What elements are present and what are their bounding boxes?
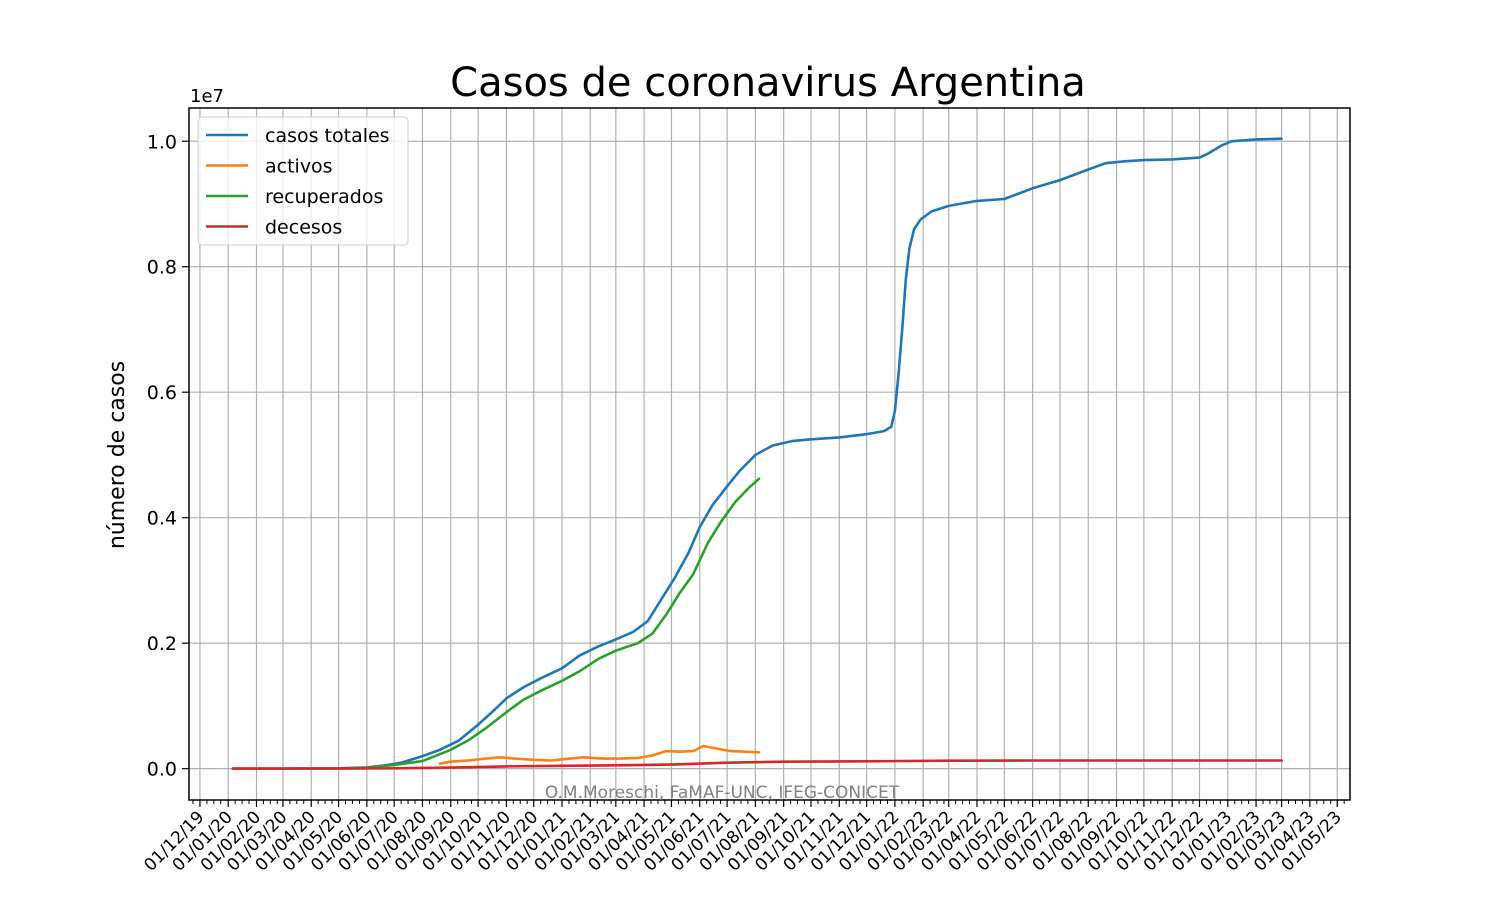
legend-label: activos: [265, 156, 333, 178]
legend-label: recuperados: [265, 186, 383, 208]
series-line-decesos: [231, 759, 1283, 770]
legend-label: casos totales: [265, 125, 390, 147]
chart-title: Casos de coronavirus Argentina: [450, 60, 1086, 106]
y-axis-ticks: 0.0 0.2 0.4 0.6 0.8 1.0: [147, 131, 189, 781]
y-tick-label: 0.2: [147, 633, 177, 655]
y-tick-label: 0.6: [147, 382, 177, 404]
legend: casos totales activos recuperados decesos: [197, 116, 409, 246]
series-line-recuperados: [345, 477, 761, 770]
y-tick-label: 0.0: [147, 759, 177, 781]
x-axis-ticks: 01/12/1901/01/2001/02/2001/03/2001/04/20…: [140, 800, 1346, 876]
series-layer: [231, 137, 1283, 770]
y-tick-label: 0.4: [147, 508, 177, 530]
legend-label: decesos: [265, 217, 342, 239]
y-tick-label: 1.0: [147, 131, 177, 153]
y-axis-label: número de casos: [105, 361, 130, 549]
y-tick-label: 0.8: [147, 257, 177, 279]
series-line-casos-totales: [231, 137, 1283, 770]
watermark-annotation: O.M.Moreschi, FaMAF-UNC, IFEG-CONICET: [545, 783, 900, 803]
series-line-activos: [438, 744, 761, 765]
y-axis-scale-label: 1e7: [190, 86, 224, 107]
legend-box: [197, 116, 409, 246]
plot-frame: [188, 107, 1351, 801]
